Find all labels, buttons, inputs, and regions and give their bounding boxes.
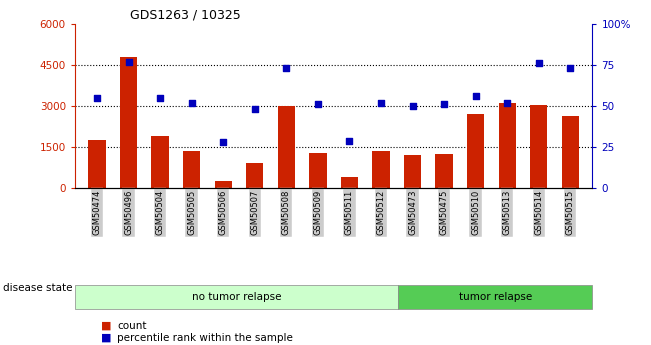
Text: tumor relapse: tumor relapse [459, 292, 532, 302]
Bar [562, 116, 579, 188]
Point [565, 66, 575, 71]
Point [408, 104, 418, 109]
Text: GSM50473: GSM50473 [408, 190, 417, 235]
Text: disease state: disease state [3, 283, 73, 293]
Bar [309, 152, 327, 188]
Text: no tumor relapse: no tumor relapse [192, 292, 281, 302]
Point [502, 100, 512, 106]
Bar [530, 105, 547, 188]
Text: GSM50508: GSM50508 [282, 190, 291, 235]
Text: GDS1263 / 10325: GDS1263 / 10325 [130, 9, 241, 22]
Point [344, 138, 355, 143]
Bar [436, 154, 452, 188]
Point [281, 66, 292, 71]
Text: percentile rank within the sample: percentile rank within the sample [117, 333, 293, 343]
Bar [152, 136, 169, 188]
Text: GSM50513: GSM50513 [503, 190, 512, 235]
Text: GSM50515: GSM50515 [566, 190, 575, 235]
Text: GSM50474: GSM50474 [92, 190, 102, 235]
Bar [467, 114, 484, 188]
Bar [277, 106, 295, 188]
Bar [120, 57, 137, 188]
Text: GSM50505: GSM50505 [187, 190, 196, 235]
Text: GSM50509: GSM50509 [313, 190, 322, 235]
Bar [215, 181, 232, 188]
Bar [340, 177, 358, 188]
Point [155, 95, 165, 101]
Point [123, 59, 133, 65]
Point [439, 102, 449, 107]
Text: ■: ■ [101, 333, 111, 343]
Text: GSM50514: GSM50514 [534, 190, 544, 235]
Point [534, 61, 544, 66]
Bar [246, 164, 264, 188]
Text: GSM50496: GSM50496 [124, 190, 133, 235]
Point [471, 93, 481, 99]
Text: count: count [117, 321, 146, 331]
Text: GSM50512: GSM50512 [376, 190, 385, 235]
Text: GSM50507: GSM50507 [250, 190, 259, 235]
Point [186, 100, 197, 106]
Bar [183, 151, 201, 188]
Text: ■: ■ [101, 321, 111, 331]
Text: GSM50506: GSM50506 [219, 190, 228, 235]
Point [218, 139, 229, 145]
Text: GSM50504: GSM50504 [156, 190, 165, 235]
Text: GSM50511: GSM50511 [345, 190, 354, 235]
Point [92, 95, 102, 101]
Text: GSM50510: GSM50510 [471, 190, 480, 235]
Text: GSM50475: GSM50475 [439, 190, 449, 235]
Bar [404, 155, 421, 188]
Bar [89, 140, 105, 188]
Bar [499, 104, 516, 188]
Point [376, 100, 386, 106]
Point [249, 107, 260, 112]
Point [312, 102, 323, 107]
Bar [372, 151, 390, 188]
